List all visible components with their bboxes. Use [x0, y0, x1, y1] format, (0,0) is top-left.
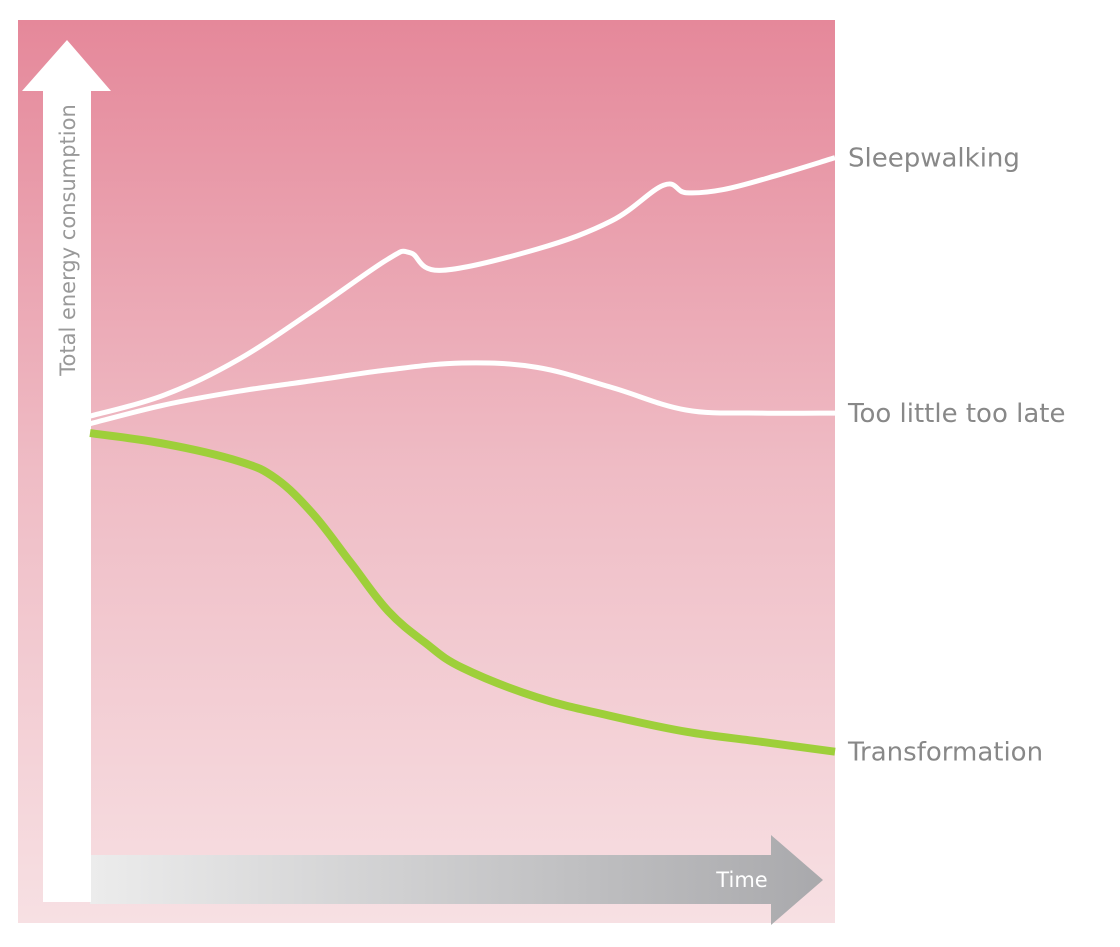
y-axis-arrow	[22, 40, 111, 902]
series-line-transformation	[89, 429, 836, 756]
series-line-sleepwalking	[89, 155, 836, 419]
series-label-too-little-too-late: Too little too late	[847, 399, 1065, 429]
plot-background	[18, 20, 835, 923]
series-layer	[89, 155, 836, 756]
series-label-sleepwalking: Sleepwalking	[848, 144, 1020, 174]
series-label-transformation: Transformation	[847, 738, 1043, 768]
time-axis-arrow	[90, 835, 823, 925]
series-line-too-little-too-late	[89, 360, 836, 427]
x-axis-label: Time	[715, 868, 767, 892]
y-axis-label: Total energy consumption	[56, 104, 80, 377]
series-label-layer: Sleepwalking Too little too late Transform…	[847, 144, 1065, 768]
